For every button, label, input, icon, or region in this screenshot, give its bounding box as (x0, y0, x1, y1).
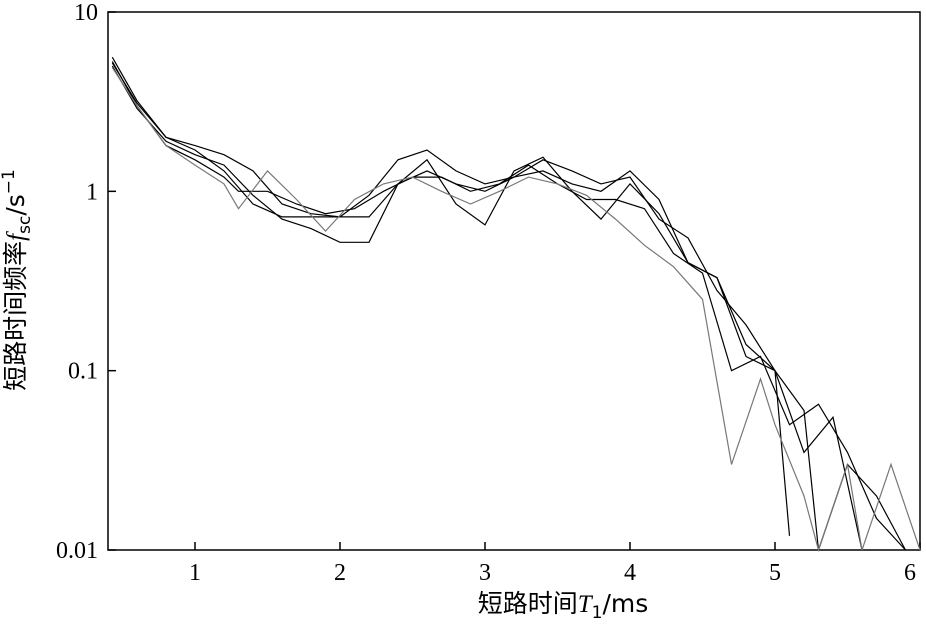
y-axis-label: 短路时间频率fsc/s−1 (0, 169, 35, 391)
y-tick-label: 0.1 (68, 359, 98, 385)
series-line-2 (111, 56, 791, 536)
x-tick-label: 3 (479, 560, 491, 586)
y-tick-label: 10 (74, 0, 98, 26)
series-line-3 (111, 65, 863, 551)
x-tick-label: 1 (189, 560, 201, 586)
x-tick-label: 2 (334, 560, 346, 586)
x-tick-label: 6 (904, 560, 916, 586)
series-line-1 (111, 61, 906, 551)
x-tick-label: 4 (624, 560, 636, 586)
x-axis-ticks: 1 2 3 4 5 6 (189, 542, 921, 586)
y-tick-label: 1 (86, 179, 98, 205)
y-tick-label: 0.01 (56, 538, 98, 564)
x-tick-label: 5 (769, 560, 781, 586)
x-axis-label: 短路时间T1/ms (478, 589, 649, 623)
series-line-4 (111, 62, 907, 551)
series-group (111, 56, 921, 553)
y-axis-ticks: 0.01 0.1 1 10 (56, 0, 116, 564)
plot-frame (107, 11, 921, 551)
series-line-5 (111, 67, 921, 553)
